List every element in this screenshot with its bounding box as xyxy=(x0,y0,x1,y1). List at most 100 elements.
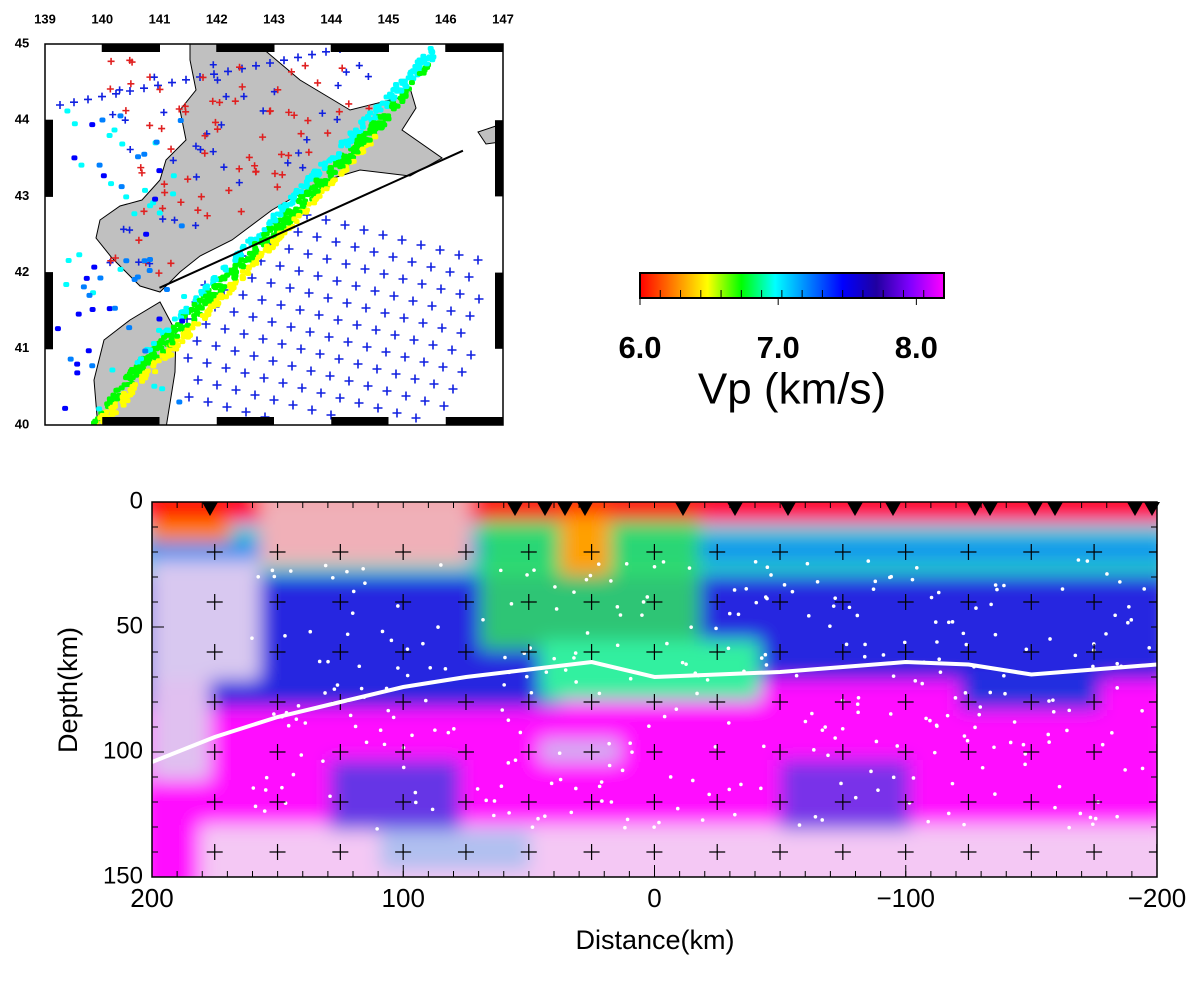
event-dot xyxy=(89,363,96,369)
quake-dot xyxy=(286,723,291,728)
quake-dot xyxy=(323,691,327,695)
station-cross xyxy=(224,67,232,76)
station-cross xyxy=(278,378,288,388)
quake-dot xyxy=(549,781,554,786)
station-cross xyxy=(340,220,350,230)
quake-dot xyxy=(291,772,296,777)
quake-dot xyxy=(965,738,970,743)
quake-dot xyxy=(544,670,549,674)
grid-cross xyxy=(269,794,286,810)
station-cross xyxy=(161,189,169,197)
grid-cross xyxy=(269,594,286,610)
station-cross xyxy=(351,281,361,291)
event-dot xyxy=(78,162,85,168)
quake-dot xyxy=(396,666,400,670)
station-cross xyxy=(107,57,115,65)
quake-dot xyxy=(623,825,627,830)
station-triangle xyxy=(1027,502,1043,516)
station-cross xyxy=(203,212,211,220)
event-dot xyxy=(183,308,190,314)
event-dot xyxy=(345,159,352,165)
quake-dot xyxy=(597,784,602,789)
quake-dot xyxy=(657,820,661,825)
quake-dot xyxy=(938,670,943,674)
quake-dot xyxy=(264,775,269,780)
colorbar xyxy=(639,272,945,299)
station-triangle xyxy=(982,502,998,516)
section-axes: 200 100 0 −100 −200 0 50 100 150 xyxy=(103,487,1186,913)
quake-dot xyxy=(853,795,858,800)
station-cross xyxy=(305,148,313,156)
grid-cross xyxy=(206,744,223,760)
quake-dot xyxy=(888,575,892,580)
grid-cross xyxy=(709,544,726,560)
station-cross xyxy=(324,332,334,342)
station-cross xyxy=(416,240,426,250)
station-cross xyxy=(307,405,317,415)
event-dot xyxy=(146,268,153,274)
grid-cross xyxy=(709,844,726,860)
station-cross xyxy=(154,81,162,90)
grid-cross xyxy=(583,844,600,860)
event-dot xyxy=(165,328,172,334)
station-cross xyxy=(257,295,267,305)
event-dot xyxy=(193,308,200,314)
station-cross xyxy=(183,353,193,363)
station-cross xyxy=(466,350,476,360)
station-triangle xyxy=(780,502,796,516)
station-cross xyxy=(140,207,148,215)
station-cross xyxy=(158,125,166,133)
station-cross xyxy=(268,356,278,366)
grid-cross xyxy=(834,644,851,660)
quake-dot xyxy=(761,744,766,749)
map-frame: 139 140 141 142 143 144 145 146 147 40 41 42 43 44 45 xyxy=(15,11,514,431)
event-dot xyxy=(150,340,157,346)
quake-dot xyxy=(914,566,919,570)
quake-dot xyxy=(928,718,932,723)
station-cross xyxy=(305,327,315,337)
event-dot xyxy=(131,277,138,283)
event-dot xyxy=(360,139,367,145)
event-dot xyxy=(402,93,409,99)
quake-dot xyxy=(993,792,997,796)
station-cross xyxy=(160,108,168,116)
event-dot xyxy=(328,171,335,177)
quake-dot xyxy=(492,813,496,818)
event-dot xyxy=(298,189,305,195)
station-cross xyxy=(325,371,335,381)
grid-cross xyxy=(834,744,851,760)
event-dot xyxy=(118,184,125,190)
grid-cross xyxy=(583,644,600,660)
station-cross xyxy=(126,226,134,234)
event-dot xyxy=(96,162,103,168)
event-dot xyxy=(76,252,83,258)
station-cross xyxy=(361,303,371,313)
grid-cross xyxy=(709,644,726,660)
quake-dot xyxy=(803,719,808,724)
grid-cross xyxy=(1023,794,1040,810)
event-dot xyxy=(280,219,287,225)
quake-dot xyxy=(1047,740,1051,744)
quake-dot xyxy=(856,696,861,700)
station-cross xyxy=(445,267,455,277)
station-cross xyxy=(216,98,224,106)
quake-dot xyxy=(359,686,364,691)
event-dot xyxy=(211,284,218,290)
station-cross xyxy=(400,352,410,362)
quake-dot xyxy=(978,705,983,709)
station-cross xyxy=(454,250,464,260)
quake-dot xyxy=(357,664,362,669)
quake-dot xyxy=(1118,580,1122,584)
station-cross xyxy=(285,151,293,159)
station-cross xyxy=(382,386,392,396)
quake-dot xyxy=(428,665,433,670)
quake-dot xyxy=(413,790,418,795)
quake-dot xyxy=(553,585,557,589)
station-cross xyxy=(209,148,217,156)
quake-dot xyxy=(573,651,578,655)
station-cross xyxy=(211,341,221,351)
y-tick-label: 44 xyxy=(15,112,30,127)
y-tick-label: 40 xyxy=(15,416,29,431)
quake-dot xyxy=(652,825,656,829)
event-dot xyxy=(111,305,118,311)
